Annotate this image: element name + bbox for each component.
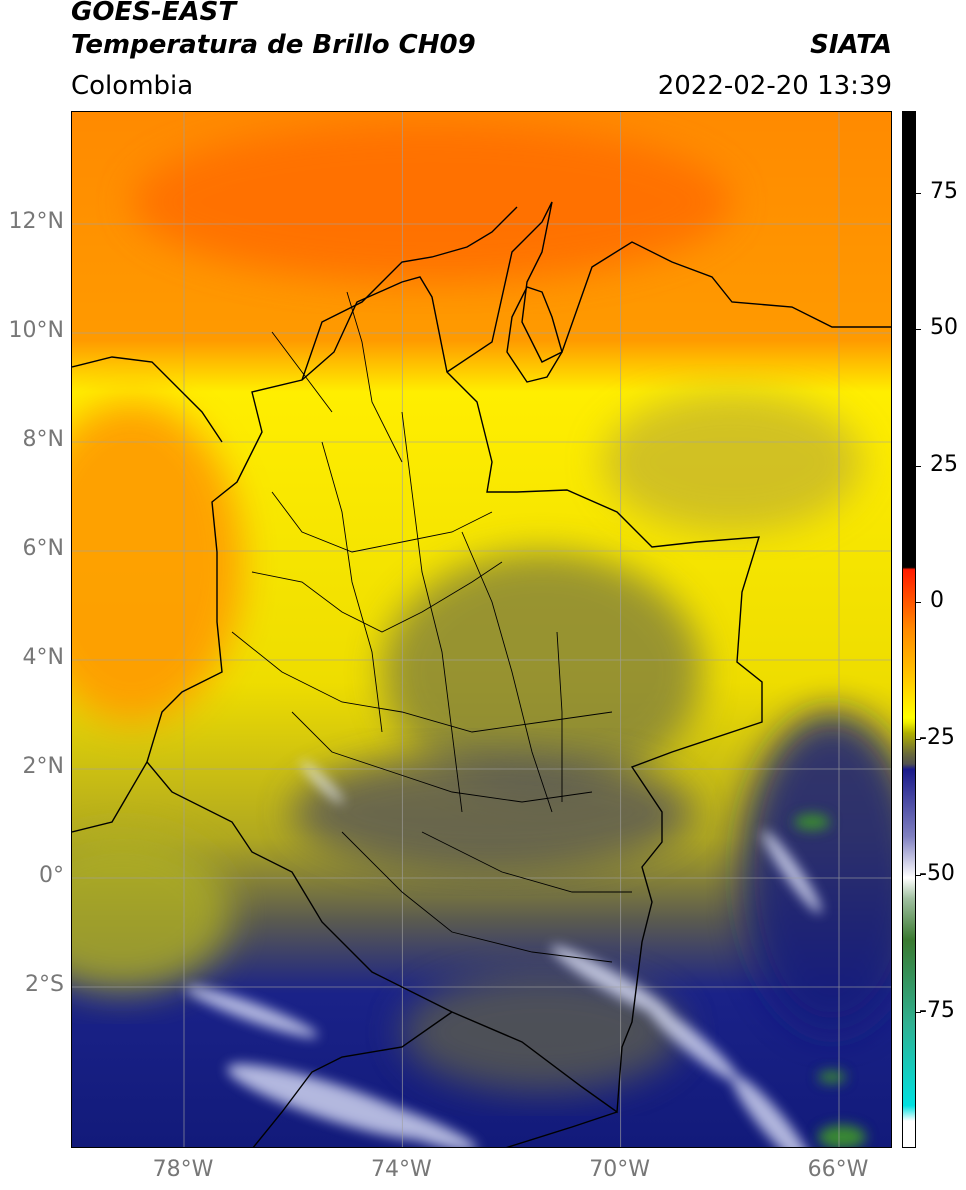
latitude-tick-label: 12°N (8, 209, 64, 234)
colorbar-tick-label: 0 (930, 588, 944, 614)
colorbar-tick-label: 50 (930, 315, 958, 341)
latitude-tick-label: 2°N (22, 754, 64, 779)
lake-maracaibo (506, 286, 563, 383)
longitude-tick-label: 70°W (589, 1157, 651, 1182)
title-line-1: GOES-EAST (71, 0, 237, 27)
colorbar-tick-mark (916, 1011, 921, 1013)
colorbar-tick-mark (916, 465, 921, 467)
latitude-tick-label: 0° (39, 863, 64, 888)
title-line-2: Temperatura de Brillo CH09 (71, 30, 476, 60)
colorbar-tick-label: -50 (919, 861, 955, 887)
latitude-tick-label: 2°S (25, 972, 64, 997)
colorbar-tick-label: 75 (930, 178, 958, 204)
peru-brazil-border (252, 1011, 453, 1147)
colorbar (902, 111, 916, 1148)
satellite-map (71, 111, 892, 1148)
region-label: Colombia (71, 71, 194, 101)
venezuela-coast (446, 201, 891, 373)
colorbar-tick-mark (916, 329, 921, 331)
colorbar-tick-label: -25 (919, 724, 955, 750)
latitude-tick-label: 10°N (8, 318, 64, 343)
brightness-temperature-field (72, 112, 891, 1147)
latitude-tick-label: 6°N (22, 536, 64, 561)
longitude-tick-label: 66°W (807, 1157, 869, 1182)
colorbar-tick-label: -75 (919, 997, 955, 1023)
colorbar-tick-label: 25 (930, 451, 958, 477)
longitude-tick-label: 78°W (152, 1157, 214, 1182)
brazil-peru-lower (506, 1111, 618, 1147)
latitude-tick-label: 8°N (22, 427, 64, 452)
source-label: SIATA (810, 30, 892, 60)
colorbar-tick-mark (916, 875, 921, 877)
colorbar-gradient (903, 112, 915, 1147)
colorbar-tick-mark (916, 602, 921, 604)
latitude-tick-label: 4°N (22, 645, 64, 670)
colorbar-tick-mark (916, 738, 921, 740)
ecuador-peru-border (72, 761, 148, 833)
longitude-tick-label: 74°W (370, 1157, 432, 1182)
datetime-label: 2022-02-20 13:39 (657, 71, 892, 101)
colombia-caribbean-coast (301, 206, 518, 381)
colombia-border (146, 276, 763, 1114)
panama-coast (72, 356, 223, 443)
colorbar-tick-mark (916, 192, 921, 194)
